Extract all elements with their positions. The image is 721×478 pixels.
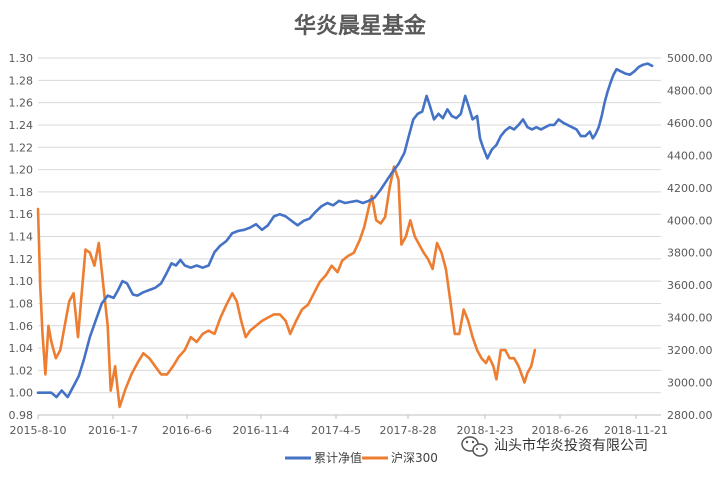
y-left-tick-label: 1.12 [9, 253, 34, 266]
x-tick-label: 2018-1-23 [457, 424, 514, 437]
y-left-tick-label: 1.04 [9, 342, 34, 355]
y-left-tick-label: 1.08 [9, 297, 34, 310]
right-axis-ticks: 2800.00 3000.00 3200.00 3400.00 3600.00 3800.… [667, 52, 713, 422]
x-tick-label: 2016-11-4 [233, 424, 290, 437]
y-left-tick-label: 1.00 [9, 387, 34, 400]
y-right-tick-label: 4800.00 [667, 84, 713, 97]
x-axis-ticks: 2015-8-10 2016-1-7 2016-6-6 2016-11-4 2017-4… [10, 414, 668, 437]
y-left-tick-label: 1.14 [9, 231, 34, 244]
y-left-tick-label: 1.30 [9, 52, 34, 65]
y-left-tick-label: 1.22 [9, 141, 34, 154]
x-tick-label: 2018-11-21 [604, 424, 668, 437]
y-right-tick-label: 3800.00 [667, 247, 713, 260]
y-right-tick-label: 4400.00 [667, 149, 713, 162]
y-right-tick-label: 3200.00 [667, 344, 713, 357]
y-left-tick-label: 1.18 [9, 186, 34, 199]
y-right-tick-label: 3600.00 [667, 279, 713, 292]
y-right-tick-label: 3000.00 [667, 377, 713, 390]
x-tick-label: 2017-4-5 [311, 424, 361, 437]
x-tick-label: 2015-8-10 [10, 424, 67, 437]
y-right-tick-label: 4200.00 [667, 182, 713, 195]
left-axis-ticks: 0.98 1.00 1.02 1.04 1.06 1.08 1.10 1.12 1.14 1.16… [9, 52, 34, 422]
legend-label: 累计净值 [314, 450, 362, 465]
y-left-tick-label: 1.26 [9, 97, 34, 110]
y-right-tick-label: 3400.00 [667, 312, 713, 325]
chart-title: 华炎晨星基金 [294, 13, 427, 39]
y-left-tick-label: 0.98 [9, 409, 34, 422]
x-tick-label: 2017-8-28 [380, 424, 437, 437]
y-right-tick-label: 4000.00 [667, 214, 713, 227]
x-tick-label: 2016-6-6 [162, 424, 212, 437]
y-left-tick-label: 1.20 [9, 164, 34, 177]
legend: 累计净值 沪深300 [285, 450, 438, 465]
y-left-tick-label: 1.16 [9, 208, 34, 221]
x-tick-label: 2016-1-7 [88, 424, 138, 437]
x-tick-label: 2018-6-26 [532, 424, 589, 437]
legend-label: 沪深300 [391, 451, 438, 465]
series-line-csi300 [36, 165, 537, 409]
y-left-tick-label: 1.06 [9, 320, 34, 333]
wechat-icon [461, 436, 488, 457]
y-right-tick-label: 5000.00 [667, 52, 713, 65]
y-left-tick-label: 1.02 [9, 364, 34, 377]
series-line-nav [36, 62, 654, 399]
y-left-tick-label: 1.24 [9, 119, 34, 132]
watermark-text: 汕头市华炎投资有限公司 [494, 437, 648, 454]
y-right-tick-label: 2800.00 [667, 409, 713, 422]
y-right-tick-label: 4600.00 [667, 117, 713, 130]
y-left-tick-label: 1.10 [9, 275, 34, 288]
y-left-tick-label: 1.28 [9, 74, 34, 87]
watermark: 汕头市华炎投资有限公司 [461, 436, 648, 457]
series-layer [36, 62, 654, 409]
gridlines [38, 57, 661, 416]
